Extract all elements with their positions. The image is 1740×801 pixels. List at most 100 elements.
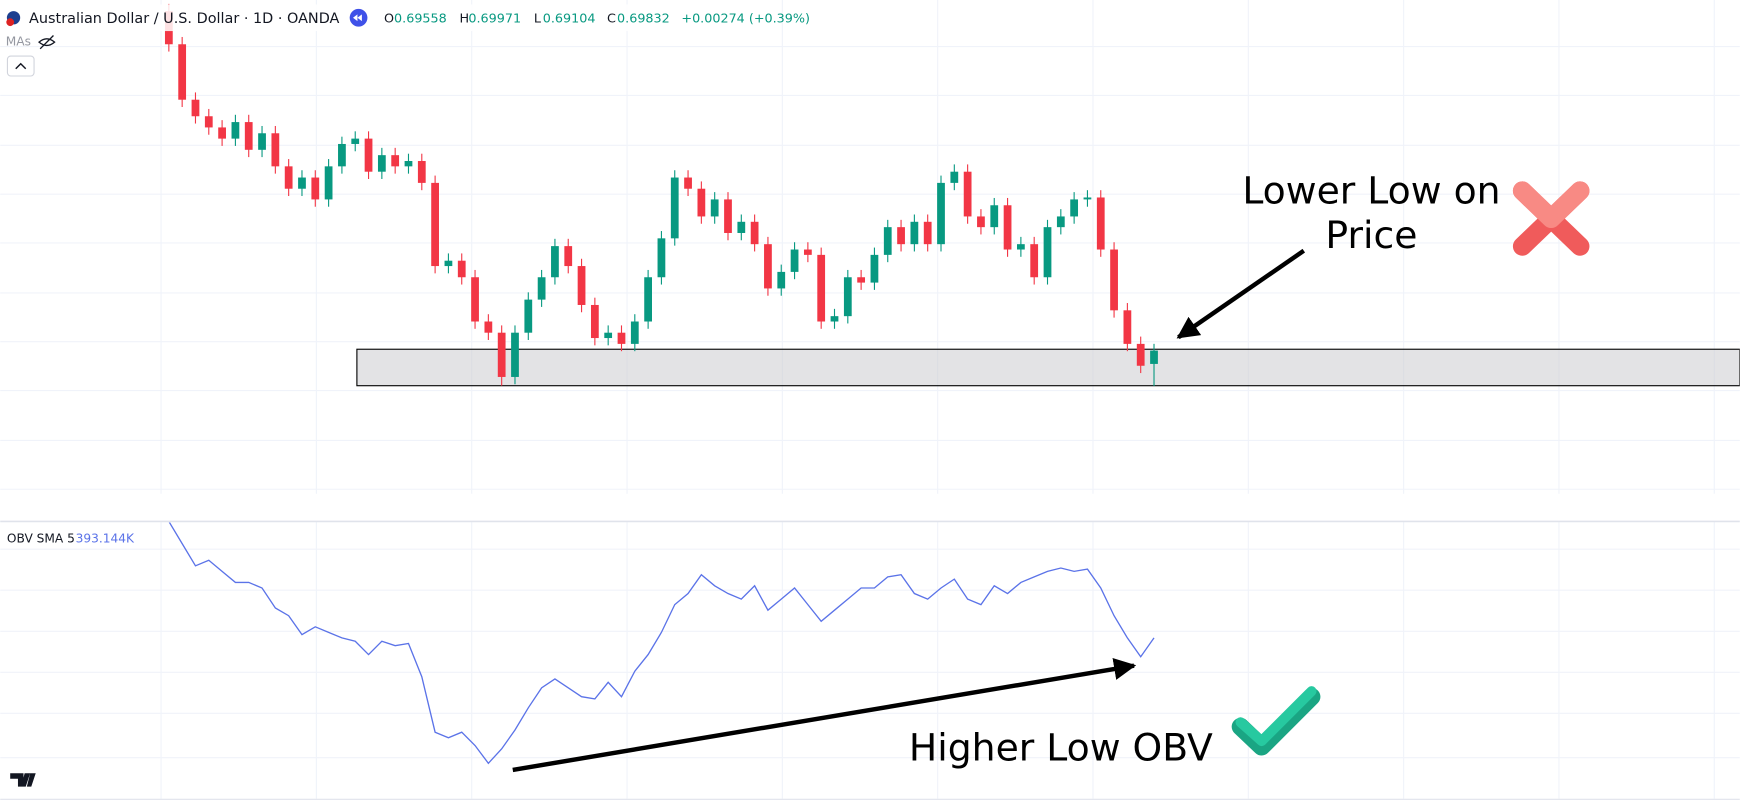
candle-body [524, 299, 533, 333]
candle-body [897, 227, 905, 245]
candle-body [684, 177, 692, 189]
ohlc-label: C [607, 11, 616, 26]
ohlc-label: H [460, 11, 470, 26]
candle-body [191, 99, 200, 117]
annotation-text: Higher Low OBV [909, 725, 1213, 769]
candle-body [923, 221, 932, 245]
ohlc-value: 0.69971 [468, 11, 521, 26]
obv-line [168, 522, 1155, 765]
candle-body [471, 277, 479, 322]
candle-body [604, 332, 613, 339]
candle-body [644, 277, 652, 322]
candle-body [990, 205, 999, 228]
candle-body [737, 221, 746, 233]
candle-body [1096, 197, 1105, 250]
candle-body [244, 122, 253, 150]
ohlc-value: 0.69832 [617, 11, 670, 26]
annotation-arrow [512, 658, 1137, 773]
candle-body [963, 171, 972, 217]
visibility-icon[interactable] [38, 35, 56, 50]
candle-body [724, 199, 732, 233]
change-value: +0.00274 (+0.39%) [681, 11, 810, 26]
candle-body [870, 254, 879, 283]
candle-body [697, 188, 706, 217]
candle-body [311, 177, 320, 200]
indicator-label: MAs [6, 35, 31, 49]
candle-body [324, 166, 333, 200]
price-pane [164, 3, 1740, 387]
check-icon [1235, 686, 1317, 747]
candle-body [284, 166, 293, 189]
candle-body [484, 321, 493, 333]
candle-body [937, 182, 945, 245]
candle-body [258, 133, 266, 150]
ohlc-label: L [534, 11, 542, 26]
candle-body [657, 238, 666, 278]
candle-body [790, 249, 799, 272]
candle-body [577, 266, 586, 305]
candle-body [551, 246, 559, 278]
candle-body [817, 254, 826, 322]
candle-body [710, 199, 719, 217]
candle-body [670, 177, 679, 239]
logo[interactable] [10, 773, 36, 787]
candle-body [231, 122, 240, 139]
candle-body [1056, 216, 1065, 228]
collapse-icon [15, 62, 27, 70]
candle-body [950, 171, 959, 183]
candle-body [271, 133, 280, 167]
candle-body [1083, 197, 1092, 200]
candle-body [351, 138, 360, 144]
candle-body [1110, 249, 1118, 311]
candle-body [1016, 244, 1025, 250]
candle-body [417, 160, 426, 183]
collapse-button[interactable] [6, 55, 35, 77]
candle-body [1123, 310, 1132, 344]
cross-icon [1512, 181, 1590, 256]
candle-body [431, 182, 439, 267]
candle-body [338, 143, 346, 167]
header-bg [0, 4, 755, 32]
candle-body [883, 227, 892, 255]
candle-body [1150, 350, 1158, 364]
candle-body [497, 332, 506, 377]
annotation-arrow [1176, 248, 1306, 340]
obv-pane [168, 522, 1155, 765]
candle-body [630, 321, 639, 344]
candle-body [590, 304, 599, 339]
obv-legend: OBV SMA 5 [7, 532, 75, 546]
obv-current-value: 393.144K [76, 532, 135, 546]
candle-body [1043, 227, 1052, 278]
candle-body [364, 138, 373, 172]
candle-body [444, 260, 453, 267]
candle-body [803, 249, 812, 255]
candle-body [537, 277, 546, 300]
candle-body [1070, 199, 1079, 217]
candle-body [204, 116, 213, 128]
candle-body [1003, 205, 1012, 250]
candle-body [564, 246, 573, 267]
candle-body [404, 160, 413, 167]
annotation-text: Price [1325, 213, 1417, 257]
ohlc-label: O [384, 11, 394, 26]
candle-body [843, 277, 852, 317]
candle-body [391, 155, 400, 167]
candle-body [178, 44, 187, 100]
ohlc-value: 0.69558 [394, 11, 447, 26]
candle-body [764, 244, 772, 289]
candle-body [298, 177, 306, 189]
candle-body [750, 221, 759, 245]
ohlc-value: 0.69104 [543, 11, 596, 26]
support-zone [356, 348, 1740, 387]
candle-body [617, 332, 626, 344]
candle-body [511, 332, 519, 377]
flag-icon [6, 18, 15, 27]
candle-body [1030, 244, 1039, 278]
candle-body [977, 216, 985, 228]
annotation-text: Lower Low on [1242, 169, 1500, 213]
candle-body [457, 260, 466, 278]
candle-body [218, 127, 226, 139]
candle-body [1136, 343, 1145, 366]
